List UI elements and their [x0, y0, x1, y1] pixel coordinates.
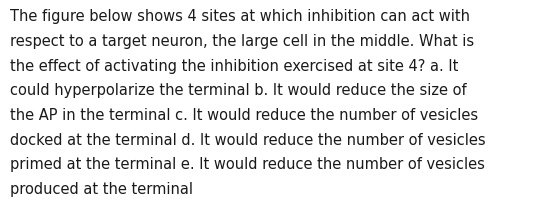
Text: docked at the terminal d. It would reduce the number of vesicles: docked at the terminal d. It would reduc…: [10, 133, 485, 148]
Text: could hyperpolarize the terminal b. It would reduce the size of: could hyperpolarize the terminal b. It w…: [10, 83, 466, 98]
Text: produced at the terminal: produced at the terminal: [10, 182, 193, 197]
Text: respect to a target neuron, the large cell in the middle. What is: respect to a target neuron, the large ce…: [10, 34, 474, 49]
Text: The figure below shows 4 sites at which inhibition can act with: The figure below shows 4 sites at which …: [10, 9, 470, 24]
Text: the AP in the terminal c. It would reduce the number of vesicles: the AP in the terminal c. It would reduc…: [10, 108, 478, 123]
Text: the effect of activating the inhibition exercised at site 4? a. It: the effect of activating the inhibition …: [10, 59, 459, 74]
Text: primed at the terminal e. It would reduce the number of vesicles: primed at the terminal e. It would reduc…: [10, 157, 485, 172]
